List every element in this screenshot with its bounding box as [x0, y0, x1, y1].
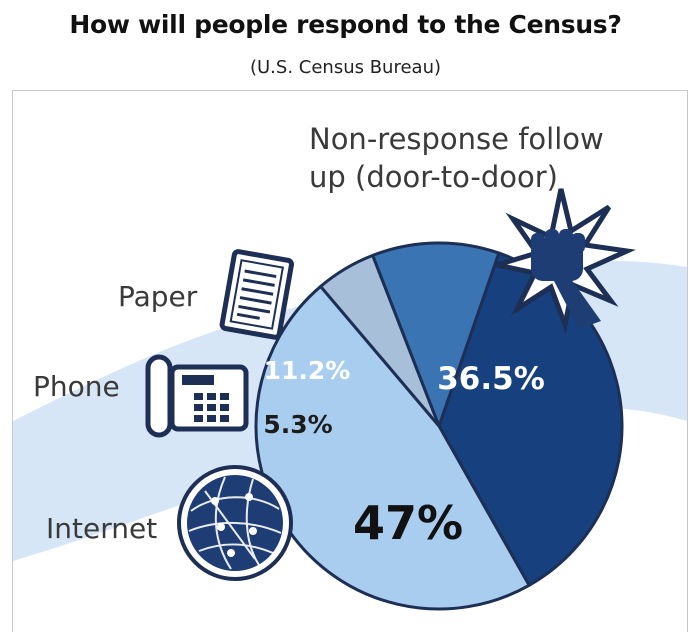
pie-slice-labels: 36.5% 47% 5.3% 11.2%	[263, 356, 544, 550]
slice-value-internet: 47%	[353, 496, 463, 550]
chart-title: How will people respond to the Census?	[69, 10, 622, 39]
globe-network-icon	[177, 465, 293, 581]
telephone-icon	[145, 354, 249, 438]
category-label-internet: Internet	[46, 512, 157, 545]
category-label-phone: Phone	[33, 370, 120, 403]
slice-value-door: 36.5%	[437, 361, 545, 397]
door-knock-fist-icon	[496, 188, 636, 335]
pie-slices	[254, 241, 624, 611]
category-label-paper: Paper	[118, 280, 198, 313]
slice-value-phone: 5.3%	[263, 410, 332, 439]
category-label-door-line1: Non-response follow	[309, 122, 604, 156]
paper-document-icon	[219, 249, 294, 340]
chart-subtitle: (U.S. Census Bureau)	[249, 57, 442, 78]
chart-frame: 36.5% 47% 5.3% 11.2% Non-response follow…	[12, 90, 688, 632]
slice-value-paper: 11.2%	[264, 356, 351, 385]
pie-slice-paper	[371, 241, 501, 428]
category-label-door-line2: up (door-to-door)	[309, 160, 558, 194]
pie-chart: 36.5% 47% 5.3% 11.2% Non-response follow…	[13, 122, 687, 611]
